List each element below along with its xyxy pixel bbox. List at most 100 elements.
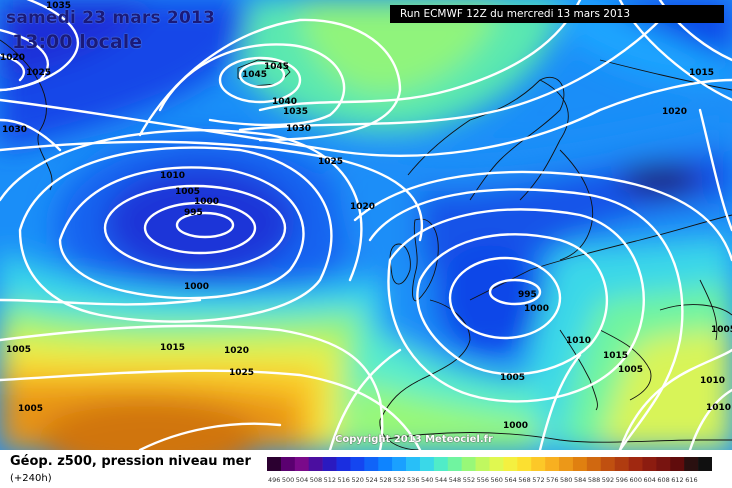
legend-swatch [322, 457, 337, 471]
isobar-labels: 1035 1020 1025 1030 1045 1045 1040 1035 … [0, 1, 732, 431]
legend-value: 532 [393, 476, 405, 484]
legend-swatch [280, 457, 296, 471]
legend-value: 604 [643, 476, 655, 484]
legend-swatch [433, 457, 449, 471]
legend-value: 516 [338, 476, 350, 484]
isobar-label: 1030 [2, 125, 27, 135]
isobars [0, 0, 732, 450]
parameter-title: Géop. z500, pression niveau mer [10, 454, 251, 469]
legend-swatch [698, 457, 712, 471]
isobar-label: 1045 [264, 62, 289, 72]
legend-value: 524 [365, 476, 377, 484]
isobar-label: 1005 [175, 187, 200, 197]
legend-value: 508 [310, 476, 322, 484]
legend-swatch [614, 457, 629, 471]
isobar-label: 1020 [662, 107, 687, 117]
legend-swatch [572, 457, 588, 471]
legend-value: 520 [351, 476, 363, 484]
isobar-label: 1035 [46, 1, 71, 11]
legend-swatch [586, 457, 602, 471]
legend-swatch [600, 457, 615, 471]
isobar-label: 1000 [184, 282, 209, 292]
legend-value: 576 [546, 476, 558, 484]
isobar-label: 1015 [689, 68, 714, 78]
legend-swatch [670, 457, 685, 471]
legend-value: 588 [588, 476, 600, 484]
isobar-label: 1025 [318, 157, 343, 167]
legend-swatch [294, 457, 310, 471]
run-info: Run ECMWF 12Z du mercredi 13 mars 2013 [390, 5, 724, 23]
legend-swatch [642, 457, 657, 471]
legend-swatch [503, 457, 518, 471]
isobar-label: 1015 [603, 351, 628, 361]
legend-swatch [628, 457, 643, 471]
isobar-label: 995 [184, 208, 203, 218]
legend-value: 600 [630, 476, 642, 484]
isobar-label: 1045 [242, 70, 267, 80]
legend-swatch [350, 457, 365, 471]
legend-value: 536 [407, 476, 419, 484]
legend-swatch [364, 457, 379, 471]
forecast-time: 13:00 locale [12, 31, 143, 53]
isobar-label: 1005 [618, 365, 643, 375]
legend-value: 560 [491, 476, 503, 484]
legend-value: 552 [463, 476, 475, 484]
legend-swatch [308, 457, 323, 471]
legend-value: 616 [685, 476, 697, 484]
legend-value: 544 [435, 476, 447, 484]
isobar-label: 1000 [524, 304, 549, 314]
legend-swatch [545, 457, 560, 471]
legend-swatch [378, 457, 393, 471]
forecast-map: 1035 1020 1025 1030 1045 1045 1040 1035 … [0, 0, 732, 450]
legend-swatch [531, 457, 546, 471]
isobar-label: 1000 [503, 421, 528, 431]
map-canvas: 1035 1020 1025 1030 1045 1045 1040 1035 … [0, 0, 732, 450]
isobar-label: 1000 [194, 197, 219, 207]
legend-value: 556 [477, 476, 489, 484]
legend-swatch [656, 457, 671, 471]
isobar-label: 1020 [350, 202, 375, 212]
legend-value: 612 [671, 476, 683, 484]
legend-swatch [517, 457, 532, 471]
legend-value: 584 [574, 476, 586, 484]
isobar-label: 1010 [160, 171, 185, 181]
legend-swatch [419, 457, 435, 471]
legend-swatch [267, 457, 282, 471]
legend-value: 500 [282, 476, 294, 484]
legend-value: 608 [657, 476, 669, 484]
isobar-label: 1035 [283, 107, 308, 117]
isobar-label: 995 [518, 290, 537, 300]
legend-value: 596 [616, 476, 628, 484]
legend-value: 564 [504, 476, 516, 484]
legend-value: 572 [532, 476, 544, 484]
legend-value: 568 [518, 476, 530, 484]
isobar-label: 1025 [26, 68, 51, 78]
legend-swatch [461, 457, 476, 471]
isobar-label: 1005 [711, 325, 732, 335]
isobar-label: 1005 [18, 404, 43, 414]
forecast-date: samedi 23 mars 2013 [6, 8, 216, 28]
legend-value: 496 [268, 476, 280, 484]
isobar-label: 1040 [272, 97, 297, 107]
legend-value: 592 [602, 476, 614, 484]
legend-swatch [684, 457, 699, 471]
legend-swatch [559, 457, 574, 471]
isobar-label: 1025 [229, 368, 254, 378]
legend-value: 580 [560, 476, 572, 484]
legend-swatch [489, 457, 504, 471]
isobar-label: 1020 [0, 53, 25, 63]
legend-swatch [406, 457, 421, 471]
legend-value: 540 [421, 476, 433, 484]
copyright: Copyright 2013 Meteociel.fr [335, 434, 493, 445]
isobar-label: 1005 [6, 345, 31, 355]
isobar-label: 1010 [566, 336, 591, 346]
legend-swatch [392, 457, 407, 471]
legend-value: 528 [379, 476, 391, 484]
isobar-label: 1030 [286, 124, 311, 134]
footer: Géop. z500, pression niveau mer (+240h) … [0, 450, 732, 488]
isobar-label: 1010 [700, 376, 725, 386]
color-legend: 496 500 504 508 512 516 520 524 528 532 536 540 544 5… [267, 457, 712, 484]
isobar-label: 1010 [706, 403, 731, 413]
legend-swatch [336, 457, 351, 471]
legend-swatch [447, 457, 462, 471]
